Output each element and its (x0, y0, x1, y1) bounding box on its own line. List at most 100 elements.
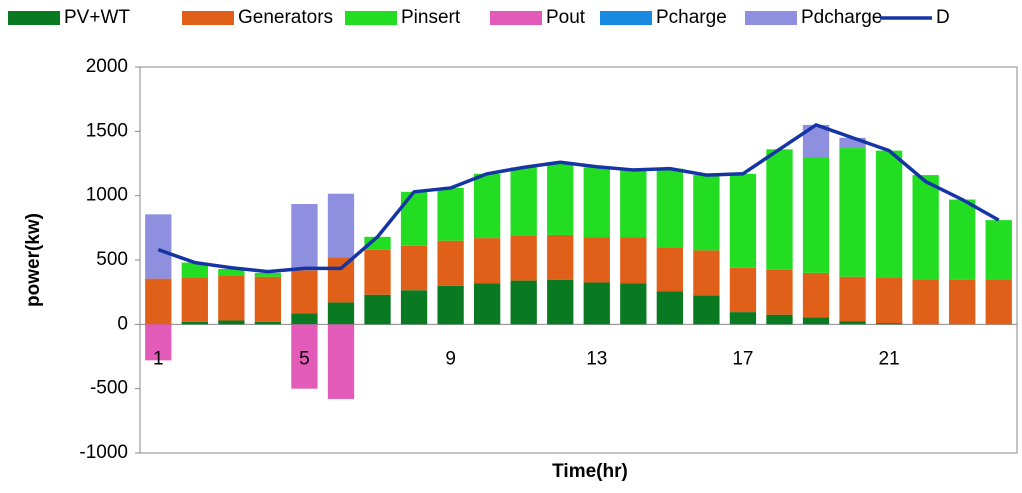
x-tick-label: 1 (153, 348, 164, 369)
y-tick-label: -500 (90, 378, 128, 399)
bar-segment (291, 324, 318, 389)
bar-segment (327, 324, 355, 399)
bar-segment (839, 321, 866, 325)
legend-swatch (8, 11, 60, 25)
x-axis-label: Time(hr) (552, 461, 628, 482)
bar-segment (291, 270, 318, 314)
bar-segment (364, 236, 391, 250)
bar-segment (656, 291, 684, 325)
y-tick-label: 500 (96, 249, 128, 270)
bar-segment (547, 234, 574, 280)
bar-segment (437, 285, 464, 325)
legend-label: Pinsert (401, 7, 461, 28)
bar-segment (473, 283, 501, 325)
bar-segment (473, 173, 501, 239)
y-tick-label: 2000 (86, 56, 128, 77)
bar-segment (218, 320, 245, 325)
bar-segment (327, 257, 355, 303)
bar-segment (364, 249, 391, 295)
bar-segment (839, 137, 866, 149)
bar-segment (583, 167, 610, 238)
bar-segment (291, 204, 318, 271)
bar-segment (693, 175, 720, 251)
x-tick-label: 5 (299, 348, 310, 369)
bar-segment (181, 277, 208, 322)
legend-label: Pdcharge (801, 7, 882, 28)
bar-segment (400, 290, 428, 325)
y-tick-label: -1000 (79, 442, 128, 463)
bar-segment (181, 262, 208, 278)
y-axis-label: power(kw) (23, 213, 44, 307)
legend-swatch (745, 11, 797, 25)
bar-segment (802, 157, 830, 273)
legend-label: Pout (546, 7, 586, 28)
bar-segment (766, 149, 793, 270)
bar-segment (729, 267, 757, 313)
bar-segment (839, 276, 866, 322)
bar-segment (693, 250, 720, 296)
bar-segment (547, 279, 574, 325)
bar-segment (620, 283, 647, 325)
legend-swatch (182, 11, 234, 25)
bar-segment (510, 235, 537, 281)
bar-segment (949, 199, 976, 280)
bar-segment (729, 312, 757, 325)
bar-segment (437, 187, 464, 241)
bar-segment (254, 272, 282, 277)
bar-segment (291, 313, 318, 325)
line-series (157, 123, 1000, 274)
bar-segment (510, 280, 537, 325)
bar-segment (802, 317, 830, 325)
bar-segment (400, 191, 428, 246)
bar-segment (693, 295, 720, 325)
bar-segment (875, 150, 903, 279)
bar-segment (802, 272, 830, 318)
y-tick-label: 1000 (86, 185, 128, 206)
bar-segment (218, 269, 245, 276)
x-tick-label: 9 (445, 348, 456, 369)
bar-segment (473, 238, 501, 284)
bar-segment (547, 162, 574, 235)
bar-segment (912, 279, 939, 325)
bar-segment (437, 240, 464, 286)
y-tick-label: 0 (117, 313, 128, 334)
bar-segment (583, 237, 610, 283)
x-tick-label: 21 (879, 348, 900, 369)
bar-segment (656, 247, 684, 292)
bar-segment (181, 321, 208, 325)
legend-swatch (490, 11, 542, 25)
bar-segment (327, 302, 355, 325)
bar-segment (766, 314, 793, 325)
bar-segment (400, 245, 428, 291)
legend-label: D (936, 7, 950, 28)
bar-segment (875, 323, 903, 325)
bar-segment (656, 168, 684, 248)
bar-segment (327, 193, 355, 258)
bar-segment (364, 294, 391, 325)
bar-segment (620, 237, 647, 284)
bar-segment (729, 173, 757, 268)
bar-segment (145, 278, 172, 325)
bar-segment (145, 324, 172, 361)
legend-label: Generators (238, 7, 333, 28)
x-tick-label: 17 (732, 348, 753, 369)
bar-segment (218, 275, 245, 321)
bar-segment (510, 167, 537, 236)
bar-segment (766, 269, 793, 315)
y-tick-label: 1500 (86, 120, 128, 141)
bar-segment (583, 282, 610, 325)
bar-segment (839, 148, 866, 277)
bar-segment (985, 220, 1012, 280)
legend-label: PV+WT (64, 7, 130, 28)
bar-segment (620, 169, 647, 238)
bar-segment (254, 276, 282, 322)
legend-swatch (345, 11, 397, 25)
bar-segment (875, 278, 903, 324)
bar-segment (985, 279, 1012, 325)
legend-swatch (600, 11, 652, 25)
bar-segment (912, 175, 939, 280)
bar-segment (145, 214, 172, 279)
legend-label: Pcharge (656, 7, 727, 28)
x-tick-label: 13 (586, 348, 607, 369)
